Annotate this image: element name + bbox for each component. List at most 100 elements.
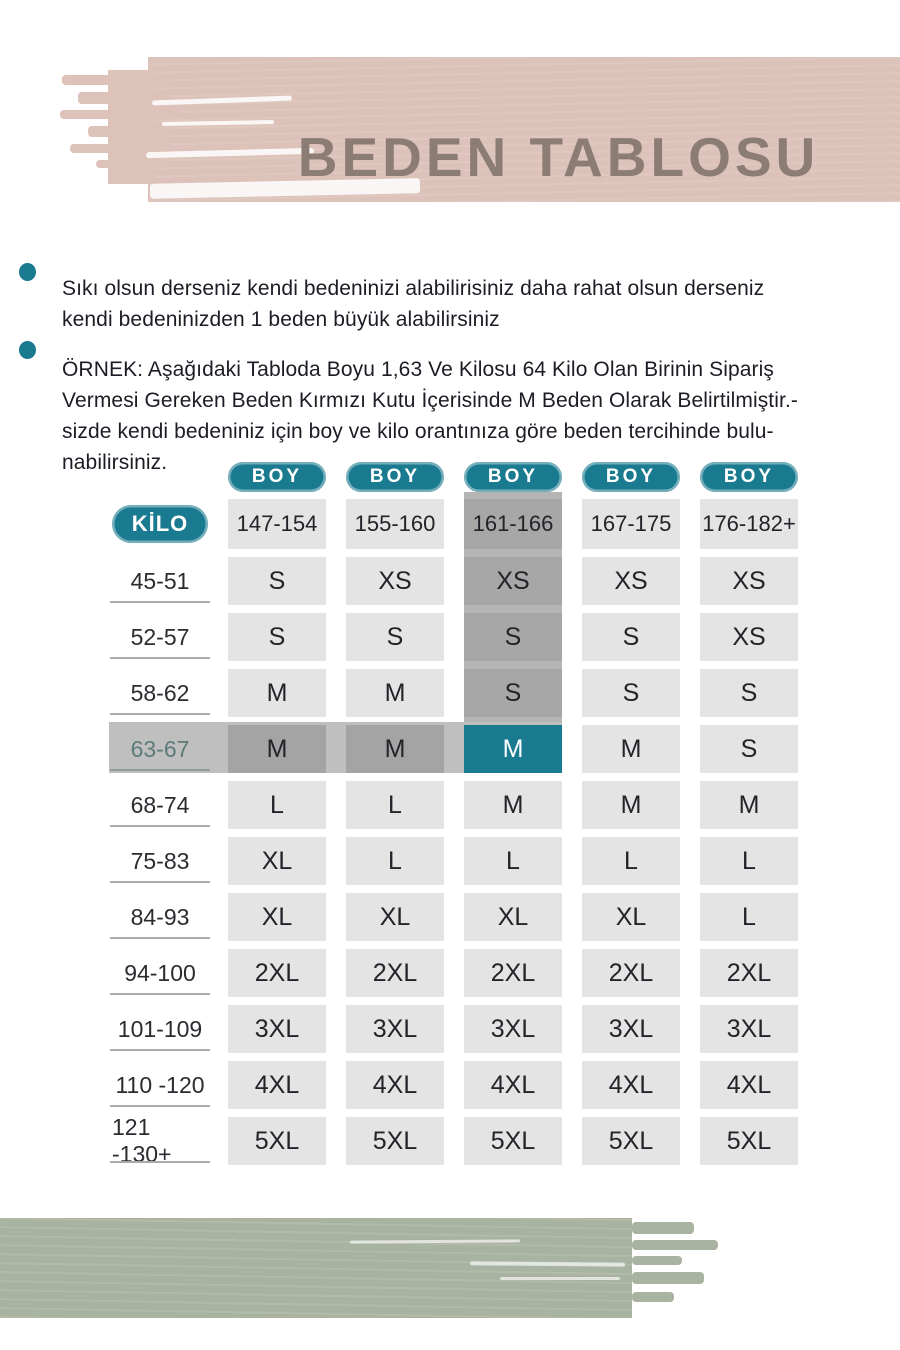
height-range-cell: 147-154 xyxy=(228,499,326,549)
size-cell: 4XL xyxy=(346,1061,444,1109)
size-cell: 5XL xyxy=(228,1117,326,1165)
table-row: 101-109 3XL 3XL 3XL 3XL 3XL xyxy=(110,1005,798,1053)
size-cell: 2XL xyxy=(346,949,444,997)
weight-label: 121 -130+ xyxy=(110,1114,210,1167)
size-cell: S xyxy=(700,669,798,717)
table-row: 63-67 M M M M S xyxy=(110,725,798,773)
size-cell: S xyxy=(228,557,326,605)
table-body: 45-51 S XS XS XS XS 52-57 S S S S XS 58-62 M M S S S 63-67… xyxy=(110,557,798,1167)
size-cell: XS xyxy=(700,557,798,605)
size-cell: 2XL xyxy=(582,949,680,997)
size-cell: XS xyxy=(582,557,680,605)
size-cell: 5XL xyxy=(700,1117,798,1165)
brush-streak xyxy=(632,1272,704,1284)
size-cell: M xyxy=(700,781,798,829)
table-row: 94-100 2XL 2XL 2XL 2XL 2XL xyxy=(110,949,798,997)
size-cell: XL xyxy=(464,893,562,941)
size-cell: 5XL xyxy=(464,1117,562,1165)
height-range-cell: 176-182+ xyxy=(700,499,798,549)
col-header-pill: BOY xyxy=(464,462,562,492)
size-cell: L xyxy=(700,893,798,941)
size-cell: M xyxy=(582,781,680,829)
size-cell: L xyxy=(700,837,798,885)
size-cell: XL xyxy=(228,893,326,941)
size-cell: S xyxy=(464,613,562,661)
height-range-cell: 167-175 xyxy=(582,499,680,549)
size-cell: 4XL xyxy=(228,1061,326,1109)
size-cell: 2XL xyxy=(228,949,326,997)
table-row: 75-83 XL L L L L xyxy=(110,837,798,885)
size-cell: 3XL xyxy=(346,1005,444,1053)
weight-label: 58-62 xyxy=(110,669,210,717)
table-row: 110 -120 4XL 4XL 4XL 4XL 4XL xyxy=(110,1061,798,1109)
table-row: 84-93 XL XL XL XL L xyxy=(110,893,798,941)
size-cell: 5XL xyxy=(346,1117,444,1165)
size-cell: M xyxy=(464,725,562,773)
col-header-pill: BOY xyxy=(346,462,444,492)
weight-label: 75-83 xyxy=(110,837,210,885)
height-range-row: KİLO 147-154 155-160 161-166 167-175 176-182… xyxy=(112,499,798,549)
size-cell: 2XL xyxy=(464,949,562,997)
sizing-advice-text: Sıkı olsun derseniz kendi bedeninizi ala… xyxy=(62,277,765,331)
size-cell: 4XL xyxy=(582,1061,680,1109)
weight-label: 45-51 xyxy=(110,557,210,605)
size-cell: L xyxy=(582,837,680,885)
size-cell: S xyxy=(582,669,680,717)
size-cell: M xyxy=(228,669,326,717)
size-cell: XL xyxy=(228,837,326,885)
size-cell: 3XL xyxy=(700,1005,798,1053)
size-cell: XS xyxy=(346,557,444,605)
bullet-icon xyxy=(19,341,36,359)
row-header-cell: KİLO xyxy=(112,499,208,549)
weight-label: 68-74 xyxy=(110,781,210,829)
col-header-row: BOY BOY BOY BOY BOY xyxy=(112,462,798,492)
size-cell: 2XL xyxy=(700,949,798,997)
size-cell: M xyxy=(346,669,444,717)
size-cell: M xyxy=(228,725,326,773)
size-cell: S xyxy=(228,613,326,661)
size-cell: XS xyxy=(700,613,798,661)
brush-streak xyxy=(632,1292,674,1302)
size-cell: 5XL xyxy=(582,1117,680,1165)
size-cell: L xyxy=(464,837,562,885)
table-row: 58-62 M M S S S xyxy=(110,669,798,717)
table-row: 45-51 S XS XS XS XS xyxy=(110,557,798,605)
size-cell: S xyxy=(346,613,444,661)
brush-streak xyxy=(632,1256,682,1265)
weight-label: 101-109 xyxy=(110,1005,210,1053)
brush-streak xyxy=(632,1240,718,1250)
size-cell: XL xyxy=(346,893,444,941)
table-row: 121 -130+ 5XL 5XL 5XL 5XL 5XL xyxy=(110,1114,798,1167)
col-header-pill: BOY xyxy=(700,462,798,492)
size-cell: S xyxy=(700,725,798,773)
table-row: 68-74 L L M M M xyxy=(110,781,798,829)
size-cell: M xyxy=(582,725,680,773)
page-title: BEDEN TABLOSU xyxy=(297,125,820,188)
weight-label: 52-57 xyxy=(110,613,210,661)
footer-brush-stroke xyxy=(0,1218,632,1318)
title-brush-stroke xyxy=(148,57,900,202)
size-cell: 4XL xyxy=(464,1061,562,1109)
size-cell: L xyxy=(346,781,444,829)
size-cell: S xyxy=(464,669,562,717)
col-header-pill: BOY xyxy=(582,462,680,492)
size-cell: XL xyxy=(582,893,680,941)
row-header-pill: KİLO xyxy=(112,505,208,543)
size-cell: 3XL xyxy=(464,1005,562,1053)
size-cell: S xyxy=(582,613,680,661)
weight-label: 84-93 xyxy=(110,893,210,941)
example-text: ÖRNEK: Aşağıdaki Tabloda Boyu 1,63 Ve Ki… xyxy=(62,358,798,474)
brush-scratch xyxy=(500,1277,620,1280)
table-row: 52-57 S S S S XS xyxy=(110,613,798,661)
brush-streak xyxy=(108,70,154,184)
size-cell: L xyxy=(346,837,444,885)
weight-label: 94-100 xyxy=(110,949,210,997)
weight-label: 110 -120 xyxy=(110,1061,210,1109)
size-cell: M xyxy=(346,725,444,773)
size-cell: XS xyxy=(464,557,562,605)
size-cell: L xyxy=(228,781,326,829)
brush-streak xyxy=(632,1222,694,1234)
height-range-cell: 161-166 xyxy=(464,499,562,549)
size-cell: M xyxy=(464,781,562,829)
height-range-cell: 155-160 xyxy=(346,499,444,549)
